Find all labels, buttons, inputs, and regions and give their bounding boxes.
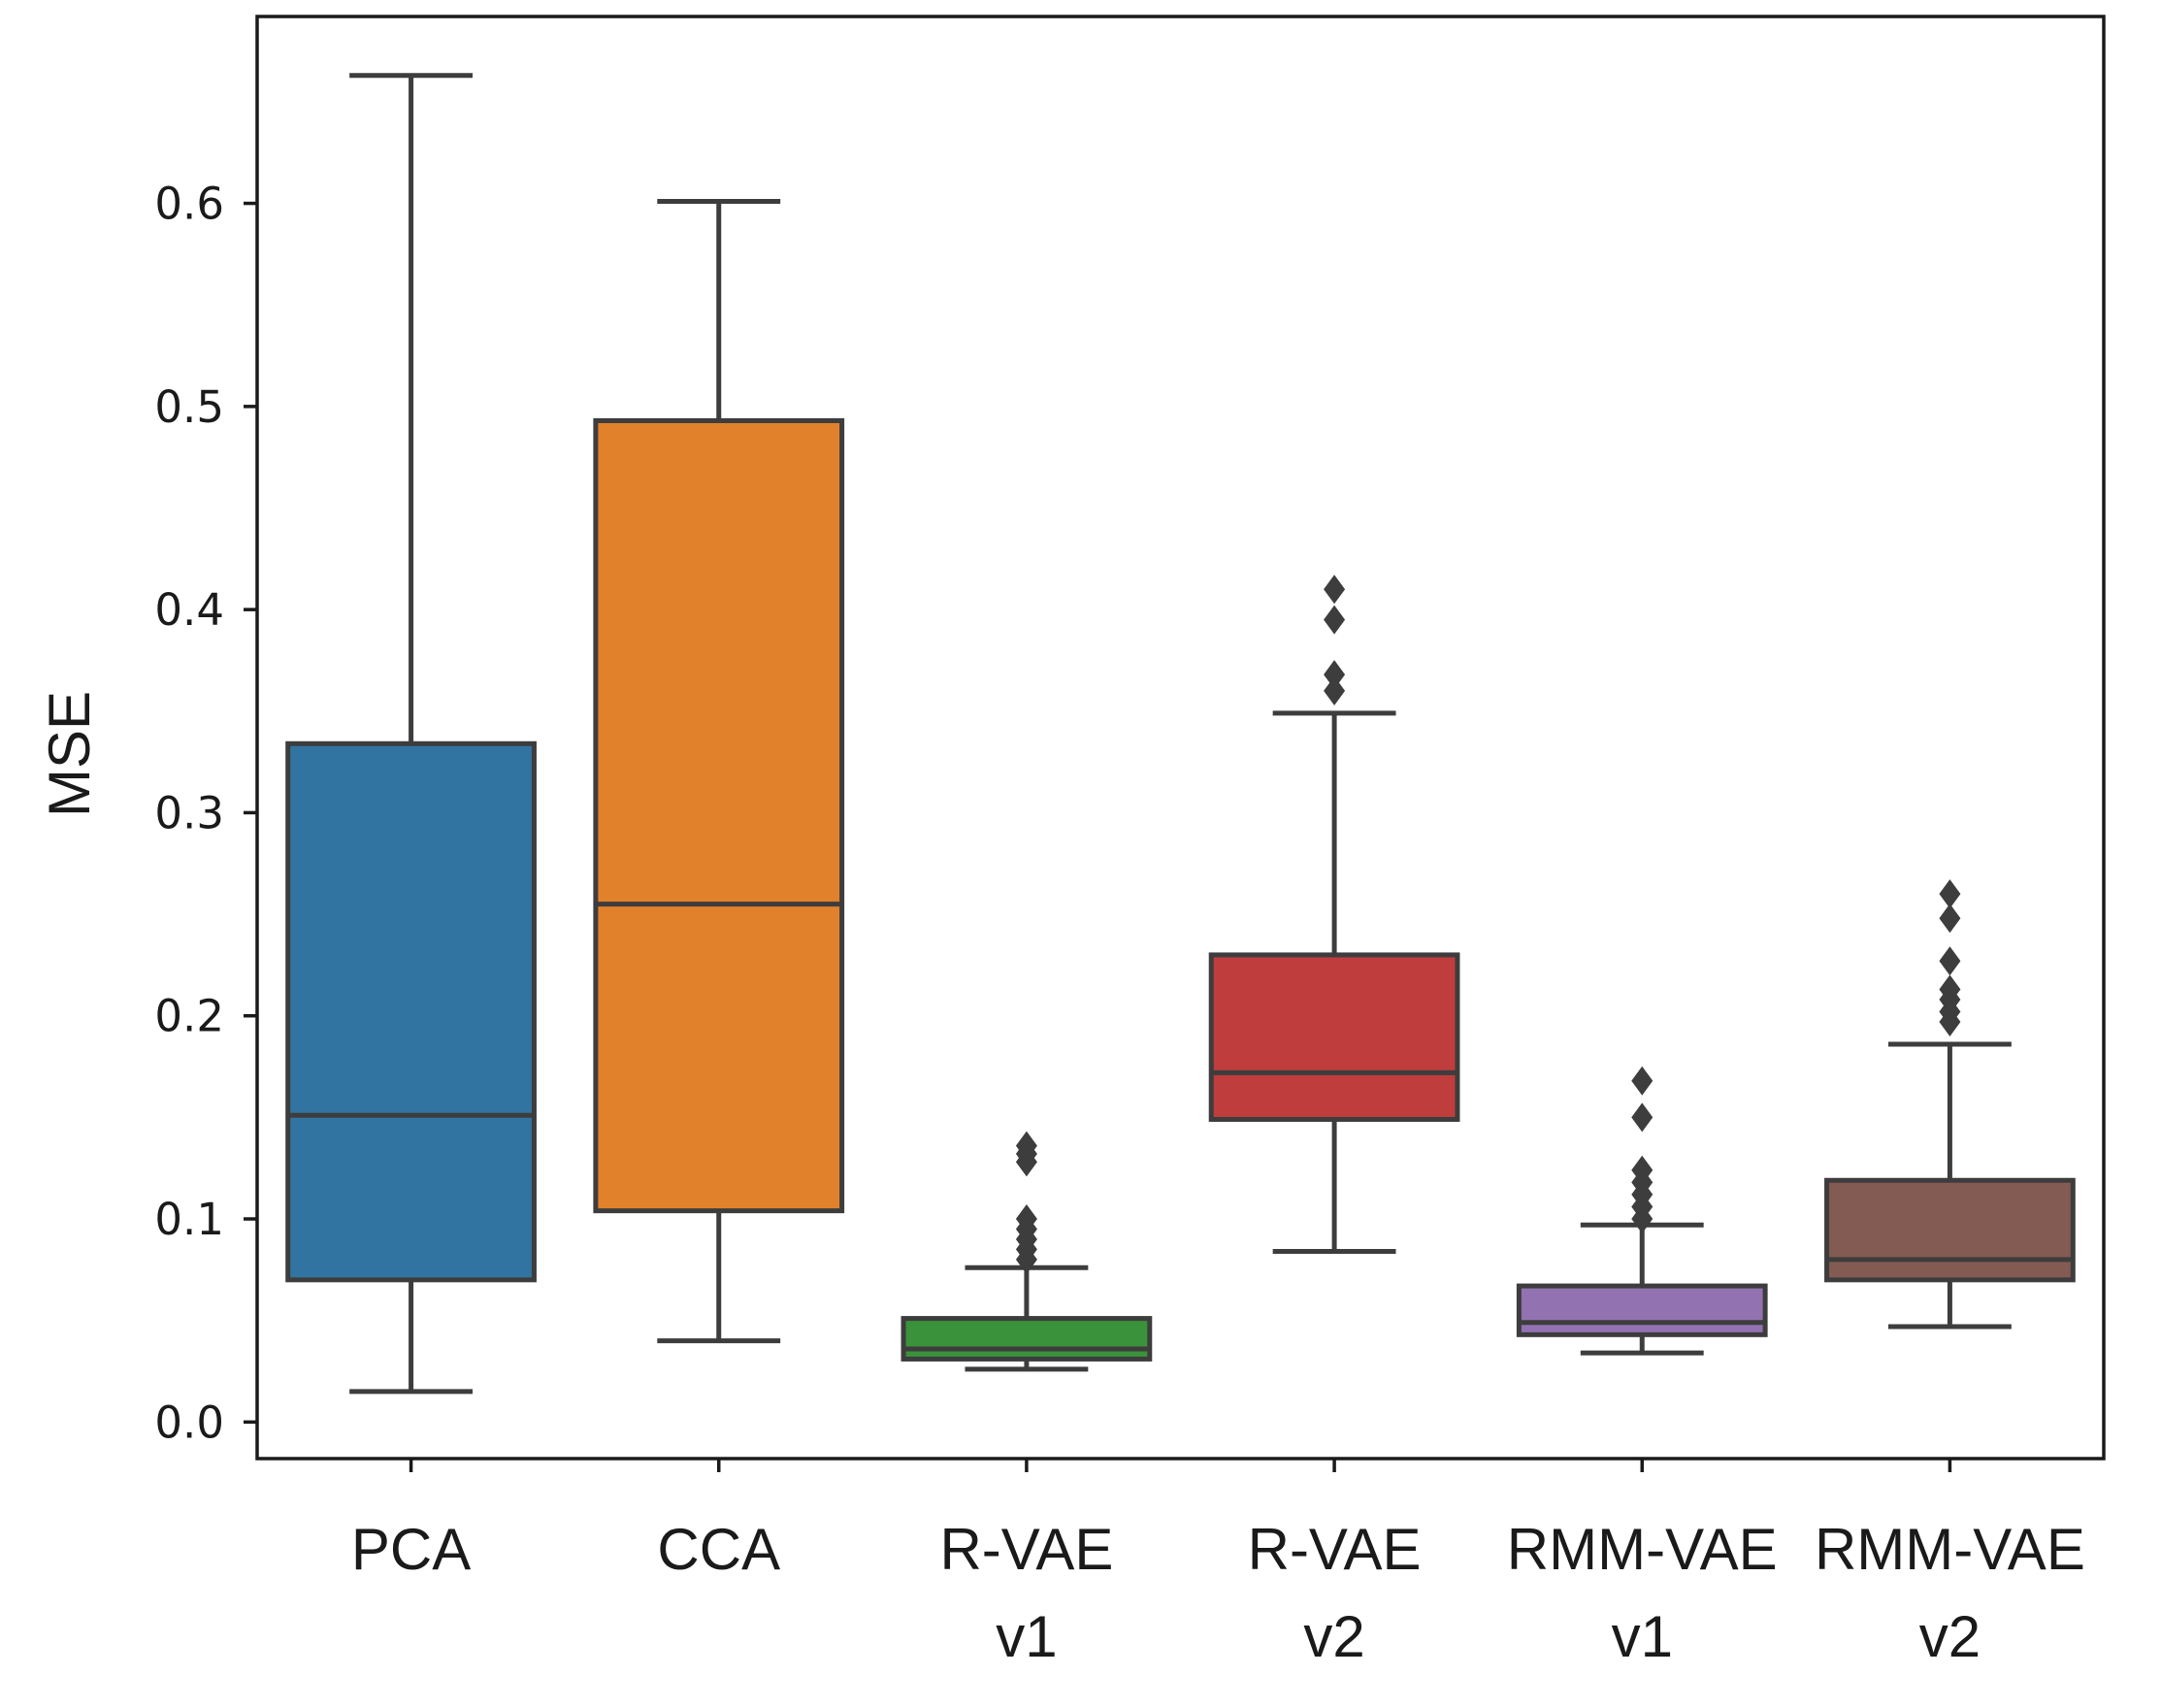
plot-area (257, 16, 2104, 1459)
box-group (1208, 575, 1460, 1255)
box-group (1824, 879, 2076, 1330)
x-tick-label: RMM-VAE (1815, 1517, 2085, 1582)
y-tick-label: 0.1 (154, 1194, 224, 1245)
outlier-point (1631, 1102, 1653, 1133)
outlier-point (1015, 1131, 1037, 1161)
outlier-point (1324, 605, 1346, 635)
box-group (593, 198, 845, 1344)
y-tick-label: 0.0 (154, 1396, 224, 1448)
outlier-point (1324, 660, 1346, 690)
x-tick-label: v1 (996, 1604, 1057, 1669)
y-tick-label: 0.3 (154, 787, 224, 838)
iqr-box (1824, 1177, 2076, 1283)
x-tick-label: v2 (1919, 1604, 1981, 1669)
outlier-point (1939, 879, 1961, 909)
box-group (285, 73, 537, 1395)
iqr-box (900, 1316, 1153, 1362)
iqr-box (1516, 1283, 1768, 1337)
outlier-point (1939, 903, 1961, 934)
iqr-box (1208, 952, 1460, 1122)
y-tick-label: 0.2 (154, 991, 224, 1042)
y-tick-label: 0.4 (154, 584, 224, 636)
y-tick-label: 0.5 (154, 381, 224, 433)
outlier-point (1015, 1204, 1037, 1234)
x-tick-label: R-VAE (939, 1517, 1113, 1582)
x-tick-label: v1 (1612, 1604, 1673, 1669)
outlier-point (1939, 974, 1961, 1004)
outlier-point (1324, 675, 1346, 706)
iqr-box (593, 417, 845, 1214)
box-group (900, 1131, 1153, 1372)
x-tick-label: R-VAE (1248, 1517, 1422, 1582)
plot-frame (255, 15, 2106, 1461)
x-tick-label: PCA (351, 1517, 471, 1582)
x-tick-label: RMM-VAE (1507, 1517, 1778, 1582)
iqr-box (285, 740, 537, 1283)
x-tick-label: v2 (1303, 1604, 1364, 1669)
box-group (1516, 1066, 1768, 1356)
outlier-point (1939, 946, 1961, 976)
y-tick-label: 0.6 (154, 179, 224, 230)
outlier-point (1324, 575, 1346, 605)
x-tick-label: CCA (657, 1517, 780, 1582)
outlier-point (1631, 1066, 1653, 1096)
y-axis-title: MSE (37, 691, 102, 817)
outlier-point (1631, 1155, 1653, 1185)
